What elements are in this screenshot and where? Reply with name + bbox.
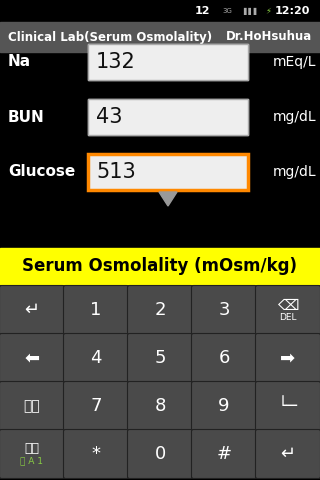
- Text: 2: 2: [154, 301, 166, 319]
- Text: └─: └─: [278, 397, 298, 415]
- FancyBboxPatch shape: [255, 382, 320, 431]
- Bar: [88, 99, 248, 135]
- Text: ➡: ➡: [280, 349, 296, 367]
- Text: 12:20: 12:20: [275, 6, 310, 16]
- FancyBboxPatch shape: [0, 286, 65, 335]
- Text: mg/dL: mg/dL: [272, 110, 316, 124]
- FancyBboxPatch shape: [127, 430, 193, 479]
- Text: 6: 6: [218, 349, 230, 367]
- Text: 1: 1: [90, 301, 102, 319]
- Text: ▌▌▌: ▌▌▌: [243, 7, 259, 14]
- Text: Glucose: Glucose: [8, 165, 75, 180]
- Text: 132: 132: [96, 52, 136, 72]
- Text: Serum Osmolality (mOsm/kg): Serum Osmolality (mOsm/kg): [22, 257, 298, 275]
- FancyBboxPatch shape: [255, 286, 320, 335]
- Text: 4: 4: [90, 349, 102, 367]
- Bar: [88, 154, 248, 190]
- FancyBboxPatch shape: [255, 430, 320, 479]
- Text: 文字: 文字: [25, 443, 39, 456]
- FancyBboxPatch shape: [191, 334, 257, 383]
- Text: 513: 513: [96, 162, 136, 182]
- Text: 7: 7: [90, 397, 102, 415]
- FancyBboxPatch shape: [191, 382, 257, 431]
- Bar: [88, 44, 248, 80]
- Bar: [0, 248, 320, 284]
- Text: ⬅: ⬅: [24, 349, 40, 367]
- Text: 9: 9: [218, 397, 230, 415]
- Text: ↵: ↵: [280, 445, 296, 463]
- FancyBboxPatch shape: [127, 286, 193, 335]
- Text: DEL: DEL: [279, 312, 297, 322]
- Text: BUN: BUN: [8, 109, 45, 124]
- Text: *: *: [92, 445, 100, 463]
- Bar: [0, 22, 320, 52]
- FancyBboxPatch shape: [191, 430, 257, 479]
- Text: ⌫: ⌫: [277, 298, 299, 312]
- FancyBboxPatch shape: [0, 430, 65, 479]
- Text: Dr.HoHsuhua: Dr.HoHsuhua: [226, 31, 312, 44]
- FancyBboxPatch shape: [0, 334, 65, 383]
- Text: Na: Na: [8, 55, 31, 70]
- FancyBboxPatch shape: [63, 382, 129, 431]
- Text: ↵: ↵: [24, 301, 40, 319]
- Text: Clinical Lab(Serum Osmolality): Clinical Lab(Serum Osmolality): [8, 31, 212, 44]
- Text: 3: 3: [218, 301, 230, 319]
- FancyBboxPatch shape: [127, 382, 193, 431]
- Text: 12: 12: [195, 6, 211, 16]
- Text: #: #: [216, 445, 232, 463]
- Text: 記号: 記号: [24, 399, 40, 413]
- Bar: [88, 154, 248, 190]
- Bar: [88, 99, 248, 135]
- Text: あ A 1: あ A 1: [20, 456, 44, 466]
- FancyBboxPatch shape: [255, 334, 320, 383]
- Text: mg/dL: mg/dL: [272, 165, 316, 179]
- FancyBboxPatch shape: [191, 286, 257, 335]
- Text: 43: 43: [96, 107, 123, 127]
- FancyBboxPatch shape: [127, 334, 193, 383]
- FancyBboxPatch shape: [0, 382, 65, 431]
- Text: 8: 8: [154, 397, 166, 415]
- Text: 5: 5: [154, 349, 166, 367]
- Bar: [0, 0, 320, 22]
- Text: 0: 0: [154, 445, 166, 463]
- FancyBboxPatch shape: [63, 286, 129, 335]
- Polygon shape: [159, 192, 177, 206]
- FancyBboxPatch shape: [63, 430, 129, 479]
- FancyBboxPatch shape: [63, 334, 129, 383]
- Text: ⚡: ⚡: [265, 7, 271, 15]
- Text: mEq/L: mEq/L: [273, 55, 316, 69]
- Text: 3G: 3G: [222, 8, 232, 14]
- Bar: [88, 44, 248, 80]
